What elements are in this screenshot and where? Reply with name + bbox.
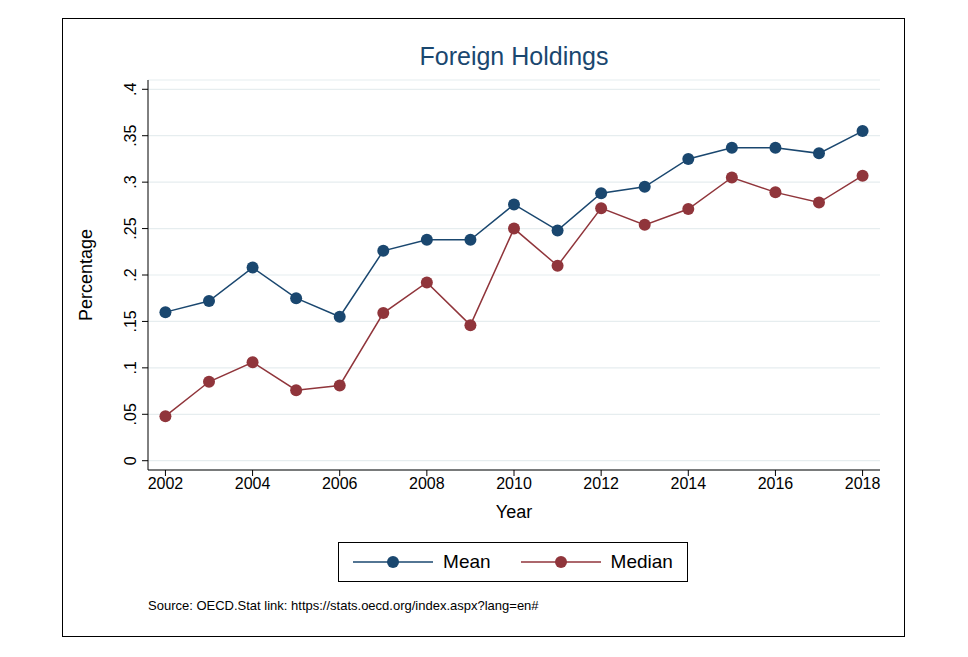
svg-text:2016: 2016 [758, 475, 794, 492]
html-text:Median: Median [610, 551, 673, 572]
svg-text:0: 0 [122, 456, 139, 465]
svg-text:.1: .1 [122, 361, 139, 374]
svg-text:2006: 2006 [322, 475, 358, 492]
svg-text:2012: 2012 [583, 475, 619, 492]
svg-text:2004: 2004 [235, 475, 271, 492]
svg-text:.35: .35 [122, 124, 139, 146]
html-text:Mean: Mean [443, 551, 491, 572]
svg-text:Percentage: Percentage [76, 229, 96, 321]
svg-text:2008: 2008 [409, 475, 445, 492]
svg-text:.2: .2 [122, 268, 139, 281]
svg-text:2014: 2014 [670, 475, 706, 492]
html-text:Source: OECD.Stat link: https:: Source: OECD.Stat link: https://stats.oe… [148, 598, 539, 613]
svg-text:2010: 2010 [496, 475, 532, 492]
svg-text:.4: .4 [122, 83, 139, 96]
svg-text:2018: 2018 [845, 475, 881, 492]
svg-text:Year: Year [496, 502, 532, 520]
svg-text:.05: .05 [122, 403, 139, 425]
svg-text:.25: .25 [122, 217, 139, 239]
svg-text:.15: .15 [122, 310, 139, 332]
svg-text:.3: .3 [122, 175, 139, 188]
html-text:Foreign Holdings: Foreign Holdings [419, 42, 609, 70]
svg-text:2002: 2002 [148, 475, 184, 492]
